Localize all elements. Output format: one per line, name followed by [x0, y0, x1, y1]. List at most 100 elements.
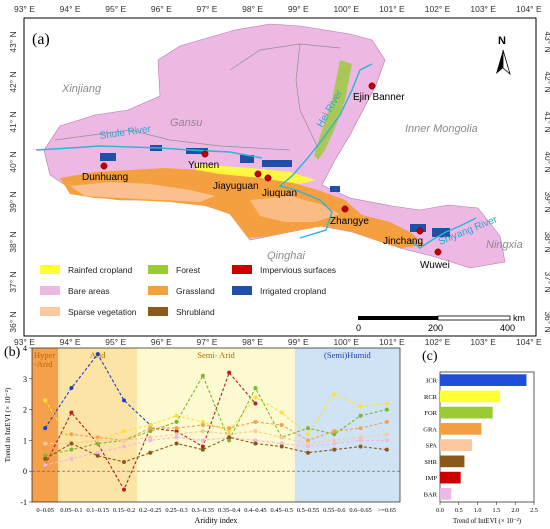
panel-b-label: (b): [4, 345, 21, 360]
lon-tick-top: 98° E: [242, 4, 263, 14]
x-tick-label: 0.4–0.45: [244, 507, 266, 514]
legend-swatch: [40, 286, 60, 295]
series-point: [200, 438, 205, 443]
series-point: [384, 407, 389, 412]
city-yumen: Yumen: [188, 150, 219, 171]
series-point: [306, 426, 310, 431]
x-tick-label: 0–0.05: [36, 507, 54, 514]
y-tick-label: 3: [23, 375, 27, 384]
legend-label: Rainfed cropland: [68, 265, 133, 275]
svg-text:Ejin Banner: Ejin Banner: [353, 92, 405, 103]
series-point: [122, 487, 126, 492]
series-point: [174, 419, 179, 424]
bar-category-label: IMP: [425, 475, 437, 482]
series-point: [279, 435, 284, 440]
series-point: [43, 463, 48, 468]
bar-category-label: BAR: [424, 491, 438, 498]
legend-swatch: [232, 286, 252, 295]
lat-tick-left: 42° N: [8, 71, 18, 92]
svg-text:400: 400: [500, 323, 515, 333]
series-point: [306, 450, 310, 455]
lat-tick-right: 39° N: [543, 191, 550, 212]
lon-tick-top: 102° E: [425, 4, 451, 14]
series-point: [358, 413, 363, 418]
series-point: [253, 401, 258, 406]
legend-label: Shrubland: [176, 307, 215, 317]
svg-text:0: 0: [356, 323, 361, 333]
bar-x-tick-label: 2.5: [530, 507, 538, 514]
lat-tick-left: 41° N: [8, 111, 18, 132]
lon-tick-bottom: 93° E: [14, 337, 35, 346]
lat-ticks-right: 43° N 42° N 41° N 40° N 39° N 38° N 37° N 36° N: [543, 31, 550, 332]
lon-ticks-bottom: 93° E 94° E 95° E 96° E 97° E 98° E 99° E 100° …: [14, 337, 542, 346]
lon-tick-bottom: 104° E: [516, 337, 542, 346]
bar: [440, 406, 493, 419]
lon-tick-top: 93° E: [14, 4, 35, 14]
legend-swatch: [148, 286, 168, 295]
sparse-vegetation-region: [70, 182, 215, 202]
series-point: [174, 413, 179, 418]
series-point: [122, 438, 126, 443]
series-point: [332, 438, 337, 443]
series-point: [43, 426, 48, 431]
svg-text:Jiayuguan: Jiayuguan: [213, 181, 259, 192]
legend-swatch: [40, 265, 60, 274]
legend-label: Irrigated cropland: [260, 286, 326, 296]
lat-ticks-left: 43° N 42° N 41° N 40° N 39° N 38° N 37° N 36° N: [8, 31, 18, 332]
series-point: [332, 432, 337, 437]
landcover-trend-bar-chart: (c) ICR RCR FOR GRA SPA SHR IMP BAR 0.0 0.5 1.0 1.5 2…: [422, 349, 538, 525]
series-point: [279, 444, 284, 449]
lon-tick-top: 101° E: [379, 4, 405, 14]
series-point: [227, 438, 232, 443]
bar: [440, 455, 465, 468]
city-ejin-banner: Ejin Banner: [353, 82, 405, 103]
legend-item: Grassland: [148, 286, 215, 296]
lon-tick-top: 100° E: [333, 4, 359, 14]
series-point: [306, 444, 310, 449]
series-point: [69, 456, 74, 461]
lat-tick-left: 39° N: [8, 191, 18, 212]
city-zhangye: Zhangye: [330, 205, 369, 227]
series-point: [43, 441, 48, 446]
bar-x-tick-label: 0.0: [436, 507, 444, 514]
lon-tick-bottom: 94° E: [60, 337, 81, 346]
bar-x-tick-label: 0.5: [455, 507, 463, 514]
series-point: [122, 398, 126, 403]
legend-swatch: [40, 307, 60, 316]
legend-item: Sparse vegetation: [40, 307, 137, 317]
series-point: [253, 386, 258, 391]
series-point: [279, 441, 284, 446]
series-point: [384, 419, 389, 424]
legend-item: Bare areas: [40, 286, 110, 296]
lon-tick-top: 95° E: [105, 4, 126, 14]
svg-text:Dunhuang: Dunhuang: [82, 172, 128, 183]
city-jinchang: Jinchang: [383, 227, 424, 247]
series-point: [95, 352, 100, 357]
series-point: [148, 423, 153, 427]
series-point: [384, 401, 389, 406]
y-tick-label: 0: [23, 467, 27, 476]
series-line: [44, 436, 387, 463]
lon-tick-top: 99° E: [288, 4, 309, 14]
lat-tick-left: 36° N: [8, 311, 18, 332]
legend-item: Shrubland: [148, 307, 215, 317]
lat-tick-right: 42° N: [543, 71, 550, 92]
series-point: [253, 419, 258, 424]
lon-tick-bottom: 101° E: [379, 337, 405, 346]
lon-tick-top: 103° E: [470, 4, 496, 14]
lon-ticks-top: 93° E 94° E 95° E 96° E 97° E 98° E 99° E 100° …: [14, 4, 542, 14]
aridity-zone-band: [32, 348, 59, 502]
series-point: [174, 429, 179, 434]
series-point: [174, 441, 179, 446]
bar-x-axis-label: Trend of IntEVI (× 10⁻²): [453, 518, 521, 525]
series-point: [200, 447, 205, 452]
legend-label: Grassland: [176, 286, 215, 296]
x-tick-label: 0.45–0.5: [271, 507, 293, 514]
series-point: [174, 426, 179, 431]
series-point: [122, 459, 126, 464]
lon-tick-bottom: 95° E: [105, 337, 126, 346]
zone-label: Hyper -Arid: [34, 350, 55, 369]
lon-tick-bottom: 100° E: [333, 337, 359, 346]
svg-text:Yumen: Yumen: [188, 160, 219, 171]
panel-a-label: (a): [32, 31, 50, 48]
